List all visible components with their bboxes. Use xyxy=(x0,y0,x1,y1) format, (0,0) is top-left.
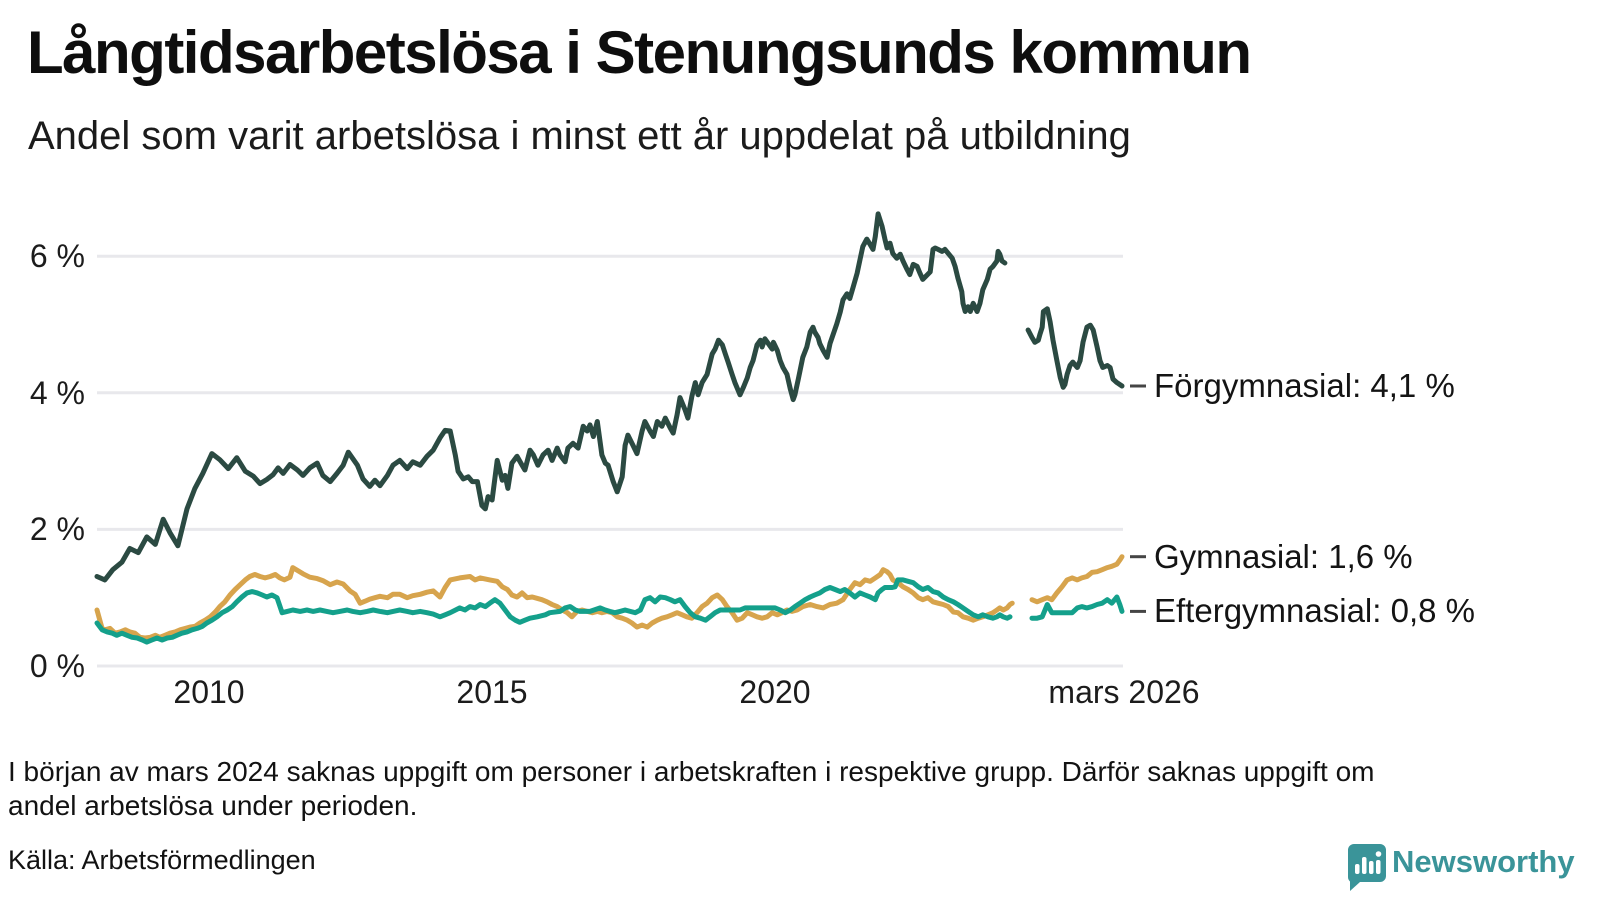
y-tick-6pct: 6 % xyxy=(29,238,85,274)
x-tick-2020: 2020 xyxy=(739,674,811,710)
x-tick-2015: 2015 xyxy=(456,674,528,710)
footnote-line-1: I början av mars 2024 saknas uppgift om … xyxy=(8,756,1375,787)
y-tick-2pct: 2 % xyxy=(29,511,85,547)
series-eftergymnasial-segment-1 xyxy=(94,577,1013,645)
series-eftergymnasial xyxy=(94,577,1146,645)
page-subtitle: Andel som varit arbetslösa i minst ett å… xyxy=(28,114,1131,158)
series-förgymnasial xyxy=(94,211,1146,583)
series-label-förgymnasial: Förgymnasial: 4,1 % xyxy=(1154,367,1455,404)
series-label-eftergymnasial: Eftergymnasial: 0,8 % xyxy=(1154,592,1475,629)
series-gymnasial xyxy=(94,554,1146,641)
gridlines xyxy=(97,254,1123,668)
source-text: Källa: Arbetsförmedlingen xyxy=(8,845,316,875)
x-tick-2010: 2010 xyxy=(173,674,245,710)
series-eftergymnasial-segment-2 xyxy=(1029,594,1125,621)
series-förgymnasial-segment-1 xyxy=(94,211,1008,583)
y-tick-0pct: 0 % xyxy=(29,648,85,684)
newsworthy-logo: Newsworthy xyxy=(1346,842,1600,892)
series-label-gymnasial: Gymnasial: 1,6 % xyxy=(1154,538,1413,575)
x-tick-mars-2026: mars 2026 xyxy=(1048,674,1200,710)
footnote-line-2: andel arbetslösa under perioden. xyxy=(8,790,418,821)
newsworthy-logo-icon xyxy=(1347,844,1386,891)
newsworthy-logo-text: Newsworthy xyxy=(1392,844,1575,879)
page-title: Långtidsarbetslösa i Stenungsunds kommun xyxy=(27,19,1252,86)
y-tick-4pct: 4 % xyxy=(29,375,85,411)
series-förgymnasial-segment-2 xyxy=(1025,306,1125,390)
series-gymnasial-segment-2 xyxy=(1029,554,1125,605)
